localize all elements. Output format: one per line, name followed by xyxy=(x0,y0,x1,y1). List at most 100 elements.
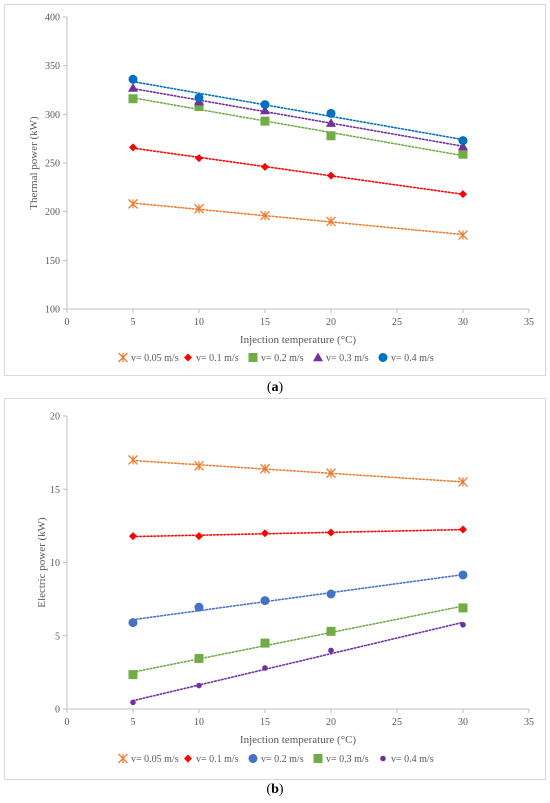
data-point xyxy=(459,525,467,534)
data-point xyxy=(326,108,336,118)
data-point xyxy=(459,190,467,199)
legend-item-v-0-2-m-s: v= 0.2 m/s xyxy=(248,754,304,765)
legend-label: v= 0.4 m/s xyxy=(391,754,434,765)
legend-marker xyxy=(248,353,258,362)
legend-marker xyxy=(184,754,192,763)
legend-label: v= 0.05 m/s xyxy=(131,754,179,765)
data-point xyxy=(458,136,468,146)
trendline-v-0-4-m-s xyxy=(132,80,464,141)
y-tick-label: 400 xyxy=(45,13,60,24)
legend-item-v-0-3-m-s: v= 0.3 m/s xyxy=(313,352,369,364)
data-point xyxy=(260,596,270,606)
data-point xyxy=(260,638,270,648)
trendline-v-0-2-m-s xyxy=(132,573,464,621)
y-tick-label: 20 xyxy=(50,412,60,423)
series-v-0-05-m-s xyxy=(128,198,468,240)
legend: v= 0.05 m/s v= 0.1 m/s v= 0.2 m/s v= 0.3 m/… xyxy=(118,352,434,364)
data-point xyxy=(196,682,202,689)
caption-b-label: b xyxy=(271,782,279,797)
data-point xyxy=(260,116,270,126)
y-tick-label: 5 xyxy=(55,631,60,642)
x-tick-label: 15 xyxy=(260,317,270,328)
legend-marker xyxy=(378,353,388,362)
data-point xyxy=(260,100,270,110)
y-tick-label: 0 xyxy=(55,705,60,716)
data-point xyxy=(327,171,335,180)
chart-panel-b: 0 5 10 15 20 25 30 35 0 5 10 15 20 Injection temperat… xyxy=(4,398,546,780)
data-point xyxy=(326,118,336,127)
trendline-v-0-1-m-s xyxy=(132,147,464,196)
data-point xyxy=(128,83,138,92)
data-point xyxy=(326,468,336,479)
legend-marker xyxy=(184,353,192,362)
y-axis-title: Electric power (kW) xyxy=(36,517,48,608)
data-point xyxy=(327,528,335,537)
chart-panel-a: 0 5 10 15 20 25 30 35 100 150 200 250 300 350 400 Injec… xyxy=(4,4,546,376)
legend-item-v-0-1-m-s: v= 0.1 m/s xyxy=(184,754,239,765)
trendline-v-0-05-m-s xyxy=(132,459,464,483)
trendline-v-0-1-m-s xyxy=(132,528,464,538)
series-v-0-05-m-s xyxy=(128,454,468,487)
trendline-v-0-05-m-s xyxy=(132,202,464,236)
series-v-0-1-m-s xyxy=(129,525,467,541)
data-point xyxy=(129,143,137,152)
data-point xyxy=(458,141,468,151)
legend-marker xyxy=(118,753,128,764)
data-point xyxy=(326,589,336,599)
x-tick-label: 20 xyxy=(326,717,336,728)
data-point xyxy=(260,210,270,221)
data-point xyxy=(128,74,138,84)
data-point xyxy=(261,162,269,171)
legend-marker xyxy=(118,352,128,363)
x-tick-label: 25 xyxy=(392,717,402,728)
x-axis-title: Injection temperature (°C) xyxy=(240,734,357,746)
series-v-0-2-m-s xyxy=(128,570,468,628)
series-v-0-4-m-s xyxy=(130,621,466,706)
series-v-0-2-m-s xyxy=(128,94,468,159)
x-tick-label: 35 xyxy=(524,717,534,728)
legend-marker xyxy=(313,352,323,362)
x-tick-label: 15 xyxy=(260,717,270,728)
x-tick-label: 35 xyxy=(524,317,534,328)
legend-label: v= 0.1 m/s xyxy=(196,353,239,364)
data-point xyxy=(458,149,468,159)
trendline-v-0-2-m-s xyxy=(132,97,464,157)
data-point xyxy=(194,653,204,663)
series-v-0-3-m-s xyxy=(128,83,468,151)
caption-a-label: a xyxy=(271,380,279,395)
data-point xyxy=(129,532,137,541)
legend-label: v= 0.4 m/s xyxy=(391,353,434,364)
legend-label: v= 0.2 m/s xyxy=(261,754,304,765)
data-point xyxy=(128,670,138,680)
legend-label: v= 0.3 m/s xyxy=(326,754,369,765)
data-point xyxy=(128,94,138,104)
caption-b: (b) xyxy=(266,782,284,797)
data-point xyxy=(458,603,468,613)
data-point xyxy=(458,476,468,487)
legend-label: v= 0.3 m/s xyxy=(326,353,369,364)
legend-item-v-0-2-m-s: v= 0.2 m/s xyxy=(248,353,304,364)
legend-item-v-0-4-m-s: v= 0.4 m/s xyxy=(378,353,434,364)
data-point xyxy=(194,602,204,612)
data-point xyxy=(326,131,336,141)
y-tick-label: 10 xyxy=(50,558,60,569)
legend-label: v= 0.2 m/s xyxy=(261,353,304,364)
series-v-0-4-m-s xyxy=(128,74,468,146)
x-tick-label: 5 xyxy=(131,317,136,328)
trendline-v-0-3-m-s xyxy=(132,605,464,673)
data-point xyxy=(128,454,138,465)
x-axis-title: Injection temperature (°C) xyxy=(240,334,357,346)
x-tick-label: 0 xyxy=(65,717,70,728)
legend-item-v-0-3-m-s: v= 0.3 m/s xyxy=(313,754,369,765)
x-tick-label: 20 xyxy=(326,317,336,328)
data-point xyxy=(458,230,468,240)
legend-item-v-0-05-m-s: v= 0.05 m/s xyxy=(118,753,179,765)
legend-marker xyxy=(248,754,258,763)
data-point xyxy=(328,647,334,654)
data-point xyxy=(261,529,269,538)
y-tick-label: 250 xyxy=(45,159,60,170)
electric-power-chart: 0 5 10 15 20 25 30 35 0 5 10 15 20 Injection temperat… xyxy=(36,412,534,766)
legend-item-v-0-05-m-s: v= 0.05 m/s xyxy=(118,352,179,364)
data-point xyxy=(194,93,204,103)
x-tick-label: 30 xyxy=(458,317,468,328)
